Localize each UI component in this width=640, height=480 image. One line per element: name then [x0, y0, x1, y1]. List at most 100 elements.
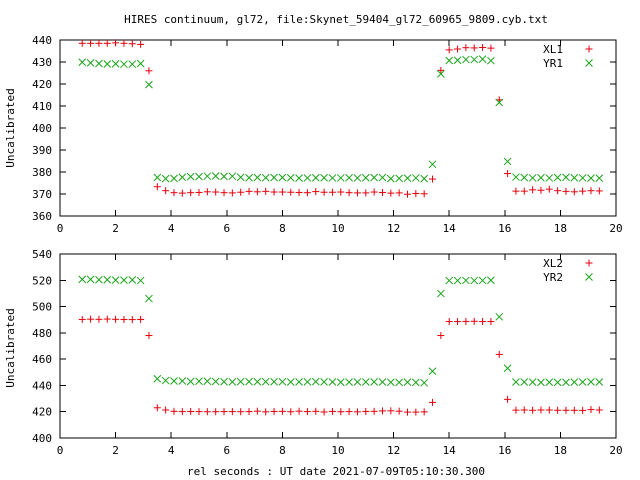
data-point-xl1 [353, 189, 361, 197]
data-point-yr2 [445, 276, 454, 285]
data-point-yr2 [437, 289, 445, 298]
data-point-xl1 [128, 40, 136, 48]
data-point-yr1 [403, 174, 412, 183]
data-point-xl1 [178, 189, 186, 197]
data-point-xl1 [479, 43, 487, 51]
data-point-xl2 [120, 315, 128, 323]
data-point-yr1 [562, 173, 570, 182]
data-point-yr1 [503, 157, 512, 166]
data-point-xl1 [312, 188, 320, 196]
data-point-yr2 [161, 376, 170, 385]
data-point-yr2 [128, 276, 137, 284]
data-point-xl1 [412, 190, 420, 198]
y-axis-label: Uncalibrated [4, 88, 17, 167]
data-point-xl2 [112, 315, 120, 323]
legend-marker-xl1 [585, 45, 593, 53]
data-point-yr2 [261, 377, 270, 386]
data-point-yr1 [120, 60, 128, 69]
data-point-yr1 [311, 173, 320, 182]
data-point-xl2 [203, 408, 211, 416]
data-point-xl1 [303, 189, 311, 197]
data-point-yr1 [595, 174, 604, 183]
data-point-xl2 [337, 408, 345, 416]
y-tick-label: 440 [32, 34, 52, 47]
data-point-xl2 [554, 406, 562, 414]
y-tick-label: 390 [32, 144, 52, 157]
legend-label-xl1: XL1 [543, 43, 563, 56]
data-point-xl2 [512, 406, 520, 414]
data-point-xl1 [328, 188, 336, 196]
data-point-yr1 [578, 174, 587, 182]
data-point-yr2 [578, 378, 587, 386]
x-tick-label: 16 [498, 222, 511, 235]
data-point-xl1 [95, 39, 103, 47]
data-point-yr2 [320, 378, 328, 386]
data-point-yr1 [545, 174, 554, 182]
y-tick-label: 420 [32, 406, 52, 419]
data-point-xl2 [529, 406, 537, 414]
y-tick-label: 360 [32, 210, 52, 223]
data-point-xl1 [187, 189, 195, 197]
data-point-xl2 [153, 404, 161, 412]
data-point-xl2 [303, 408, 311, 416]
y-tick-label: 500 [32, 301, 52, 314]
data-point-yr1 [411, 174, 420, 182]
data-point-xl2 [395, 407, 403, 415]
data-point-xl2 [170, 407, 178, 415]
y-tick-label: 380 [32, 166, 52, 179]
data-point-yr1 [111, 59, 120, 68]
data-point-yr1 [170, 174, 178, 183]
data-point-xl2 [470, 317, 478, 325]
data-point-yr1 [145, 80, 153, 89]
x-axis-label: rel seconds : UT date 2021-07-09T05:10:3… [187, 465, 485, 478]
data-point-yr1 [270, 173, 278, 182]
data-point-yr2 [245, 377, 253, 386]
data-point-xl2 [220, 408, 228, 416]
data-point-yr2 [136, 276, 145, 285]
x-tick-label: 12 [387, 222, 400, 235]
data-point-xl1 [370, 188, 378, 196]
data-point-yr1 [78, 58, 87, 67]
data-point-yr1 [570, 173, 579, 182]
data-point-yr1 [462, 55, 470, 64]
data-point-xl1 [570, 188, 578, 196]
data-point-xl2 [420, 408, 428, 416]
data-point-xl1 [287, 188, 295, 196]
data-point-xl1 [562, 187, 570, 195]
x-tick-label: 2 [112, 444, 119, 457]
data-point-yr2 [537, 378, 545, 387]
data-point-yr2 [453, 276, 462, 285]
data-point-yr2 [562, 378, 570, 387]
data-point-yr2 [470, 276, 479, 285]
data-point-xl1 [262, 187, 270, 195]
data-point-xl1 [195, 188, 203, 196]
data-point-yr1 [203, 172, 212, 181]
data-point-xl2 [454, 318, 462, 326]
data-point-yr1 [295, 174, 303, 183]
data-point-yr1 [437, 70, 445, 78]
data-point-xl1 [437, 66, 445, 74]
data-point-xl1 [245, 187, 253, 195]
data-point-yr2 [86, 275, 95, 284]
x-tick-label: 12 [387, 444, 400, 457]
y-tick-label: 420 [32, 78, 52, 91]
data-point-yr2 [103, 275, 112, 284]
data-point-yr1 [211, 172, 220, 180]
data-point-yr1 [228, 172, 237, 181]
data-point-xl2 [579, 406, 587, 414]
y-tick-label: 370 [32, 188, 52, 201]
data-point-xl2 [237, 408, 245, 416]
data-point-xl1 [554, 187, 562, 195]
data-point-xl2 [429, 398, 437, 406]
data-point-yr1 [553, 173, 562, 182]
legend-marker-xl2 [585, 259, 593, 267]
data-point-yr2 [78, 275, 87, 284]
legend-label-yr2: YR2 [543, 271, 563, 284]
x-tick-label: 4 [168, 222, 175, 235]
x-tick-label: 14 [443, 444, 457, 457]
data-point-xl1 [253, 188, 261, 196]
data-point-yr1 [520, 173, 529, 182]
data-point-yr2 [253, 377, 262, 386]
data-point-xl1 [387, 189, 395, 197]
data-point-yr1 [420, 174, 429, 183]
